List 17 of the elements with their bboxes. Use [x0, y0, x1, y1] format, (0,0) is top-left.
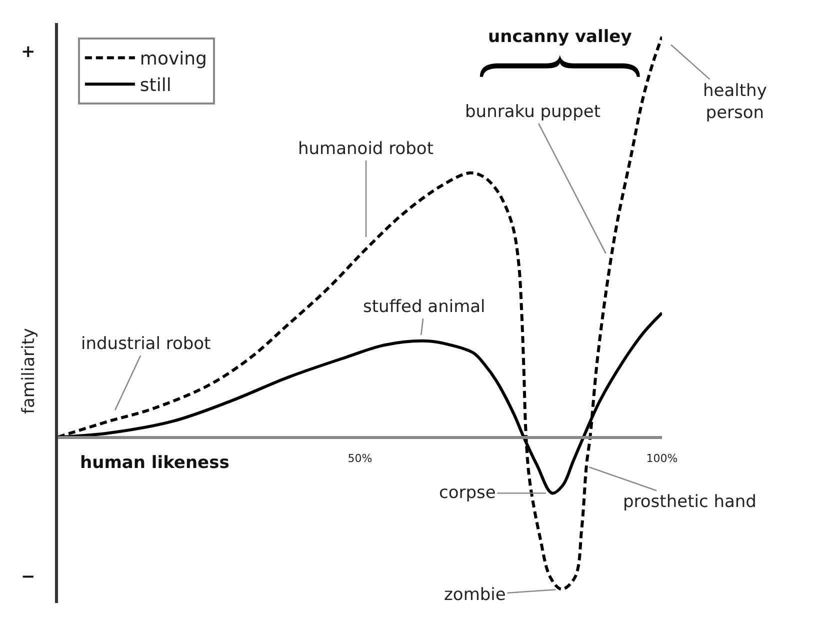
annotation: bunraku puppet: [465, 102, 601, 122]
text: +: [21, 42, 36, 62]
annotation: humanoid robot: [298, 139, 434, 159]
x-axis-title: human likeness: [80, 453, 230, 473]
text: −: [21, 567, 36, 587]
annotation: uncanny valley: [488, 27, 632, 47]
x-tick-label: 50%: [348, 452, 372, 466]
annotation: healthy person: [703, 81, 767, 124]
x-tick-label: 100%: [646, 452, 678, 466]
annotation: industrial robot: [81, 334, 212, 354]
annotation: corpse: [439, 483, 496, 503]
y-axis-title: familiarity: [19, 328, 39, 414]
annotation: stuffed animal: [363, 297, 486, 317]
legend-label: still: [140, 75, 172, 96]
legend-label: moving: [140, 48, 207, 70]
annotation: prosthetic hand: [623, 492, 756, 512]
annotation: zombie: [444, 585, 506, 605]
